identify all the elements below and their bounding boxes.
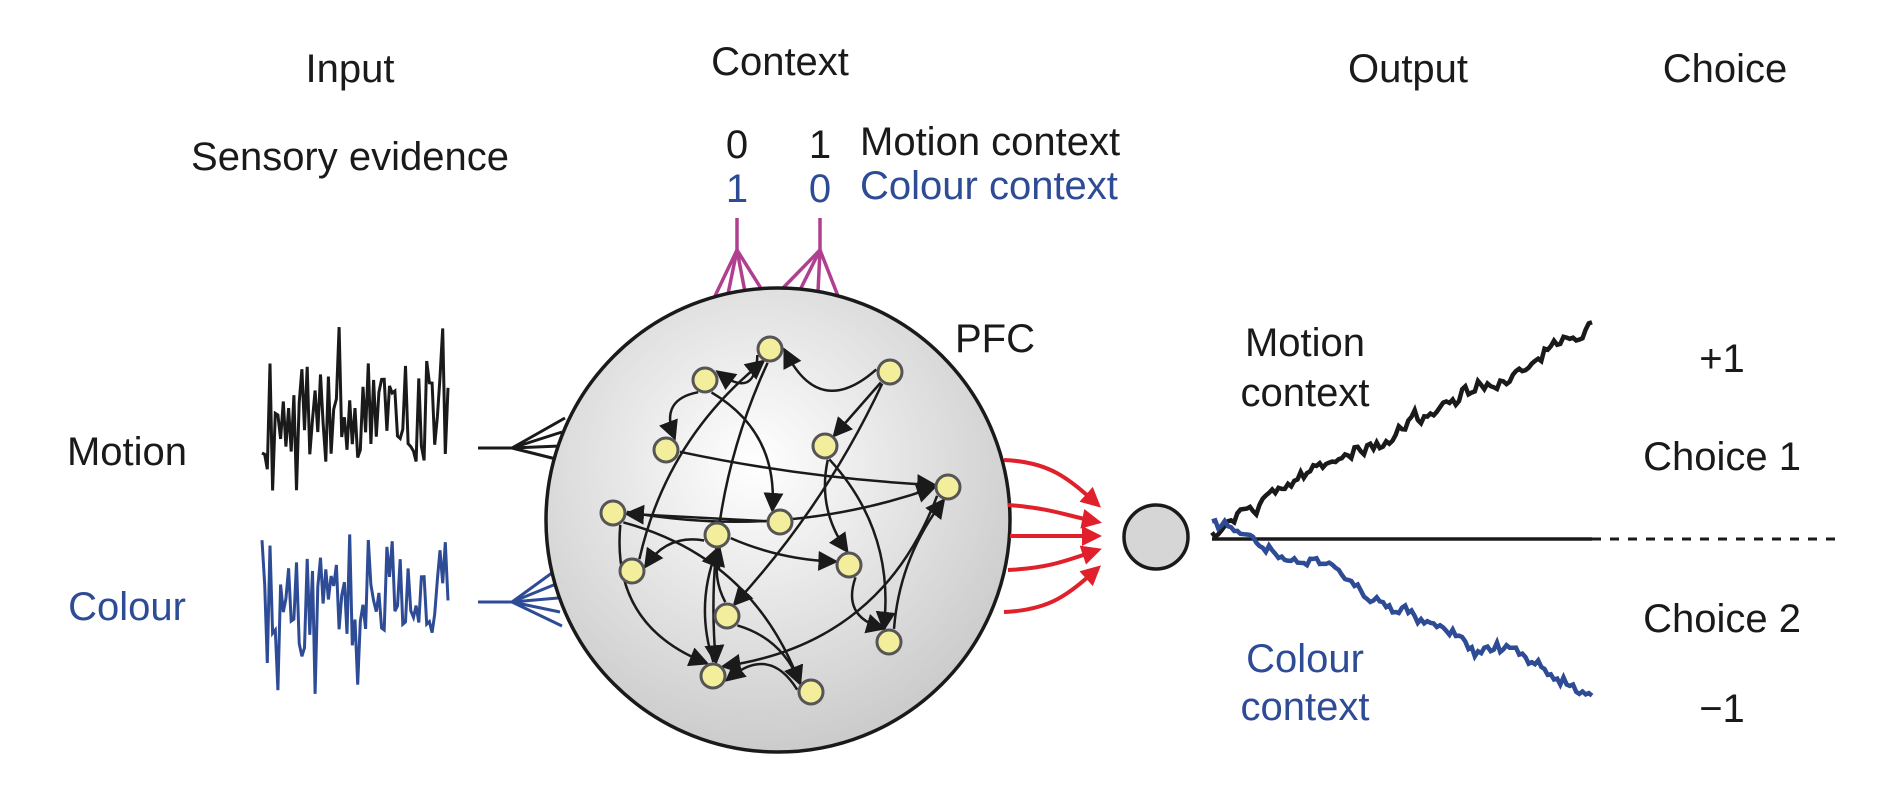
colour-context-label: Colour context [860, 164, 1118, 208]
colour-context-value-2: 0 [809, 167, 831, 211]
recurrent-connection [618, 524, 710, 667]
choice-plus-one: +1 [1699, 337, 1745, 381]
recurrent-connection [701, 546, 721, 663]
network-unit [811, 432, 839, 460]
output-motion-context-line1: Motion [1245, 321, 1365, 365]
recurrent-connection [643, 538, 705, 569]
colour-context-output-trace [1211, 516, 1594, 698]
motion-context-label: Motion context [860, 120, 1120, 164]
recurrent-connection [783, 347, 878, 393]
network-unit [699, 662, 727, 690]
colour-context-value-1: 1 [726, 167, 748, 211]
choice-header: Choice [1663, 47, 1788, 91]
recurrent-connection [832, 381, 882, 438]
network-unit [618, 557, 646, 585]
motion-input-label: Motion [67, 430, 187, 474]
network-unit [599, 499, 627, 527]
recurrent-connection [624, 504, 767, 525]
colour-input-label: Colour [68, 585, 186, 629]
motion-context-output-trace [1210, 320, 1593, 540]
network-unit [934, 473, 962, 501]
network-unit [797, 678, 825, 706]
context-header: Context [711, 40, 849, 84]
choice-1-label: Choice 1 [1643, 435, 1801, 479]
network-unit [691, 366, 719, 394]
recurrent-connection [823, 459, 849, 554]
recurrent-connection [704, 362, 769, 666]
recurrent-connection [638, 359, 766, 560]
network-unit [652, 436, 680, 464]
recurrent-connection [730, 536, 839, 571]
recurrent-units [599, 335, 962, 706]
network-unit [876, 358, 904, 386]
choice-minus-one: −1 [1699, 687, 1745, 731]
recurrent-connection [710, 391, 784, 513]
output-colour-context-line1: Colour [1246, 637, 1364, 681]
input-header: Input [306, 47, 395, 91]
choice-2-label: Choice 2 [1643, 597, 1801, 641]
recurrent-connection [892, 498, 946, 629]
recurrent-connection [659, 390, 699, 441]
network-unit [766, 508, 794, 536]
output-colour-context-line2: context [1241, 685, 1370, 729]
motion-context-value-1: 0 [726, 123, 748, 167]
output-motion-context-line2: context [1241, 371, 1370, 415]
motion-input-connections [478, 416, 566, 462]
output-header: Output [1348, 47, 1468, 91]
recurrent-connection [732, 383, 884, 607]
pfc-label: PFC [955, 317, 1035, 361]
context-input-connections [713, 218, 840, 297]
recurrent-connections [618, 347, 946, 691]
colour-evidence-trace [260, 534, 450, 694]
recurrent-connection [623, 521, 804, 686]
motion-context-value-2: 1 [809, 123, 831, 167]
network-unit [703, 521, 731, 549]
recurrent-connection [679, 450, 938, 495]
colour-input-connections [478, 568, 563, 628]
network-unit [875, 628, 903, 656]
output-unit [1122, 503, 1190, 571]
network-unit [756, 335, 784, 363]
network-unit [713, 602, 741, 630]
sensory-evidence-label: Sensory evidence [191, 135, 509, 179]
motion-evidence-trace [261, 327, 450, 491]
output-projections [1003, 458, 1102, 614]
network-unit [835, 551, 863, 579]
recurrent-connection [850, 576, 887, 634]
